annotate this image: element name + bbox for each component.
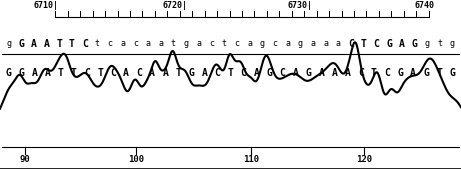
Text: g: g bbox=[298, 39, 303, 49]
Text: a: a bbox=[247, 39, 252, 49]
Text: T: T bbox=[371, 68, 377, 78]
Text: T: T bbox=[175, 68, 181, 78]
Text: t: t bbox=[95, 39, 100, 49]
Text: G: G bbox=[411, 39, 417, 49]
Text: 6710|: 6710| bbox=[34, 1, 59, 10]
Text: G: G bbox=[18, 39, 24, 49]
Text: a: a bbox=[120, 39, 125, 49]
Text: C: C bbox=[82, 39, 88, 49]
Text: G: G bbox=[386, 39, 392, 49]
Text: c: c bbox=[107, 39, 112, 49]
Text: 120: 120 bbox=[356, 155, 372, 164]
Text: T: T bbox=[436, 68, 442, 78]
Text: t: t bbox=[222, 39, 227, 49]
Text: A: A bbox=[345, 68, 351, 78]
Text: A: A bbox=[399, 39, 405, 49]
Text: g: g bbox=[183, 39, 189, 49]
Text: A: A bbox=[293, 68, 299, 78]
Text: c: c bbox=[272, 39, 278, 49]
Text: A: A bbox=[31, 39, 37, 49]
Text: c: c bbox=[234, 39, 239, 49]
Text: 6720|: 6720| bbox=[163, 1, 188, 10]
Text: t: t bbox=[171, 39, 176, 49]
Text: 90: 90 bbox=[20, 155, 31, 164]
Text: G: G bbox=[449, 68, 455, 78]
Text: a: a bbox=[310, 39, 315, 49]
Text: A: A bbox=[410, 68, 416, 78]
Text: G: G bbox=[397, 68, 403, 78]
Text: T: T bbox=[58, 68, 64, 78]
Text: C: C bbox=[136, 68, 142, 78]
Text: a: a bbox=[323, 39, 328, 49]
Text: t: t bbox=[437, 39, 442, 49]
Text: a: a bbox=[336, 39, 341, 49]
Text: a: a bbox=[196, 39, 201, 49]
Text: A: A bbox=[201, 68, 207, 78]
Text: g: g bbox=[6, 39, 11, 49]
Text: C: C bbox=[241, 68, 247, 78]
Text: T: T bbox=[69, 39, 75, 49]
Text: G: G bbox=[6, 68, 12, 78]
Text: G: G bbox=[189, 68, 195, 78]
Text: G: G bbox=[266, 68, 272, 78]
Text: A: A bbox=[149, 68, 155, 78]
Text: g: g bbox=[260, 39, 265, 49]
Text: A: A bbox=[162, 68, 168, 78]
Text: T: T bbox=[71, 68, 77, 78]
Text: c: c bbox=[133, 39, 138, 49]
Text: C: C bbox=[384, 68, 390, 78]
Text: c: c bbox=[209, 39, 214, 49]
Text: A: A bbox=[123, 68, 129, 78]
Text: 6740: 6740 bbox=[414, 1, 434, 10]
Text: A: A bbox=[45, 68, 51, 78]
Text: T: T bbox=[361, 39, 366, 49]
Text: A: A bbox=[332, 68, 338, 78]
Text: G: G bbox=[306, 68, 312, 78]
Text: G: G bbox=[19, 68, 25, 78]
Text: C: C bbox=[373, 39, 379, 49]
Text: C: C bbox=[358, 68, 364, 78]
Text: A: A bbox=[254, 68, 260, 78]
Text: a: a bbox=[158, 39, 163, 49]
Text: g: g bbox=[425, 39, 430, 49]
Text: C: C bbox=[348, 39, 354, 49]
Text: T: T bbox=[97, 68, 103, 78]
Text: C: C bbox=[110, 68, 116, 78]
Text: T: T bbox=[228, 68, 233, 78]
Text: g: g bbox=[450, 39, 455, 49]
Text: a: a bbox=[146, 39, 151, 49]
Text: 110: 110 bbox=[243, 155, 259, 164]
Text: 100: 100 bbox=[128, 155, 144, 164]
Text: C: C bbox=[214, 68, 220, 78]
Text: a: a bbox=[285, 39, 290, 49]
Text: A: A bbox=[44, 39, 50, 49]
Text: C: C bbox=[280, 68, 286, 78]
Text: T: T bbox=[56, 39, 62, 49]
Text: G: G bbox=[423, 68, 429, 78]
Text: A: A bbox=[32, 68, 38, 78]
Text: C: C bbox=[84, 68, 90, 78]
Text: A: A bbox=[319, 68, 325, 78]
Text: 6730|: 6730| bbox=[287, 1, 312, 10]
